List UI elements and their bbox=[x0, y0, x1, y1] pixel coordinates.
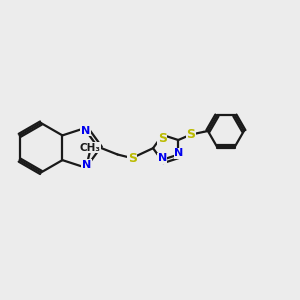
Text: N: N bbox=[81, 126, 90, 136]
Text: S: S bbox=[128, 152, 137, 165]
Text: S: S bbox=[186, 128, 195, 141]
Text: N: N bbox=[158, 153, 167, 163]
Text: CH₃: CH₃ bbox=[79, 143, 100, 153]
Text: S: S bbox=[158, 132, 167, 145]
Text: N: N bbox=[82, 160, 91, 170]
Text: N: N bbox=[174, 148, 183, 158]
